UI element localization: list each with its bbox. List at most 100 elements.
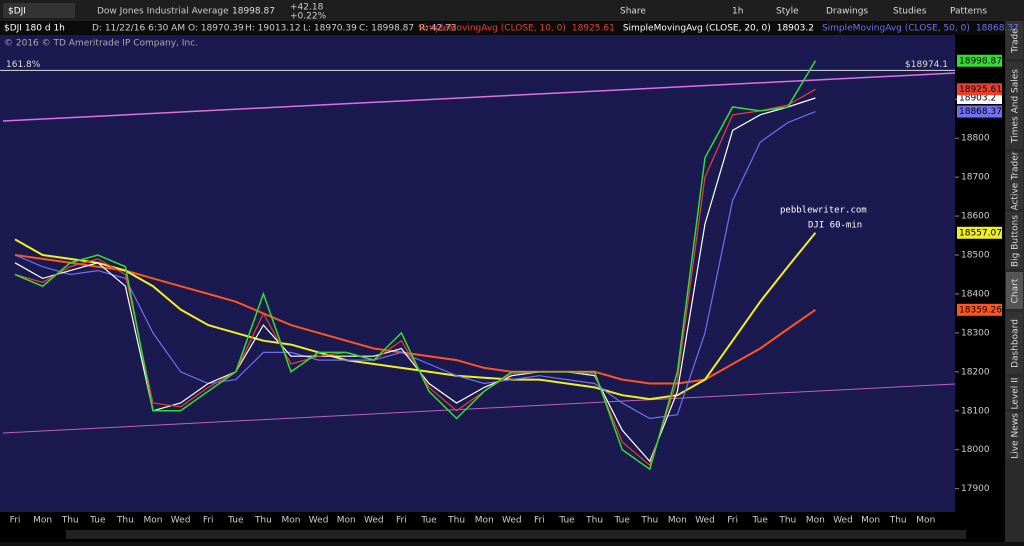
x-tick-label: Wed xyxy=(502,516,522,526)
low: L: 18970.39 xyxy=(303,24,357,34)
toolbar-button[interactable]: Patterns xyxy=(950,7,987,17)
sidebar-tab[interactable] xyxy=(1006,312,1023,374)
sidebar-label: Level II xyxy=(1011,378,1021,410)
x-tick-label: Tue xyxy=(558,516,575,526)
legend-value: 18925.61 xyxy=(572,24,615,34)
x-tick-label: Mon xyxy=(33,516,52,526)
study: $DJI 180 d 1h xyxy=(4,24,65,34)
x-tick-label: Thu xyxy=(640,516,658,526)
x-tick-label: Tue xyxy=(752,516,769,526)
x-tick-label: Tue xyxy=(614,516,631,526)
x-tick-label: Tue xyxy=(89,516,106,526)
trend-line xyxy=(2,72,956,122)
x-tick-label: Thu xyxy=(585,516,603,526)
series-line xyxy=(14,60,817,471)
x-tick-label: Fri xyxy=(10,516,21,526)
axis-value: 18359.26 xyxy=(959,305,1002,315)
close: C: 18998.87 xyxy=(359,24,414,34)
y-tick-label: 18200 xyxy=(961,367,990,377)
fib-label: 161.8% xyxy=(6,60,41,70)
axis-value-box xyxy=(957,105,1002,118)
x-tick-label: Wed xyxy=(309,516,329,526)
x-tick-label: Thu xyxy=(889,516,907,526)
x-tick-label: Fri xyxy=(203,516,214,526)
trend-line xyxy=(2,383,956,434)
scrollbar[interactable] xyxy=(66,530,966,539)
sidebar-label: Trade xyxy=(1011,28,1021,54)
open: O: 18970.39 xyxy=(188,24,244,34)
x-tick-label: Fri xyxy=(534,516,545,526)
series-line xyxy=(14,88,816,467)
x-tick-label: Thu xyxy=(778,516,796,526)
x-tick-label: Mon xyxy=(282,516,301,526)
axis-value: 18557.07 xyxy=(959,228,1002,238)
x-tick-label: Mon xyxy=(861,516,880,526)
y-tick-label: 18800 xyxy=(961,134,990,144)
fib-value: $18974.1 xyxy=(905,60,948,70)
sidebar-label: Big Buttons xyxy=(1011,215,1021,267)
toolbar-button[interactable]: Drawings xyxy=(826,7,868,17)
change-pct: +0.22% xyxy=(290,12,327,22)
x-tick-label: Wed xyxy=(695,516,715,526)
sidebar-tab[interactable] xyxy=(1006,412,1023,459)
sidebar-label: Times And Sales xyxy=(1011,69,1021,144)
axis-value-box xyxy=(957,83,1002,96)
x-tick-label: Mon xyxy=(337,516,356,526)
axis-value: 18925.61 xyxy=(959,85,1002,95)
last-price: 18998.87 xyxy=(232,7,275,17)
toolbar xyxy=(0,0,1024,21)
x-tick-label: Mon xyxy=(475,516,494,526)
sidebar-tab[interactable] xyxy=(1006,62,1023,149)
x-tick-label: Wed xyxy=(171,516,191,526)
axis-value: 18998.87 xyxy=(959,56,1002,66)
sidebar-tab[interactable] xyxy=(1006,377,1023,409)
x-tick-label: Wed xyxy=(364,516,384,526)
y-tick-label: 18400 xyxy=(961,289,990,299)
axis-value-box xyxy=(957,54,1002,67)
symbol: $DJI xyxy=(8,7,26,17)
series-line xyxy=(14,111,816,420)
symbol-box[interactable] xyxy=(3,3,75,18)
plot xyxy=(0,35,955,512)
high: H: 19013.12 xyxy=(245,24,301,34)
toolbar-button[interactable]: Share xyxy=(620,7,646,17)
x-tick-label: Mon xyxy=(806,516,825,526)
y-tick-label: 18600 xyxy=(961,212,990,222)
sidebar-tab[interactable] xyxy=(1006,152,1023,209)
sidebar-tab[interactable] xyxy=(1006,272,1023,309)
y-tick-label: 18100 xyxy=(961,406,990,416)
change: +42.18 xyxy=(290,3,324,13)
info-bar xyxy=(0,21,1005,35)
x-tick-label: Thu xyxy=(254,516,272,526)
axis-value-box xyxy=(957,303,1002,316)
sidebar-label: Live News xyxy=(1011,413,1021,459)
y-tick-label: 17900 xyxy=(961,484,990,494)
date: D: 11/22/16 6:30 AM xyxy=(92,24,185,34)
copyright: © 2016 © TD Ameritrade IP Company, Inc. xyxy=(4,39,198,49)
toolbar-button[interactable]: Style xyxy=(776,7,799,17)
legend-value: 18868.37 xyxy=(976,24,1019,34)
x-tick-label: Thu xyxy=(447,516,465,526)
x-tick-label: Fri xyxy=(727,516,738,526)
sidebar-tab[interactable] xyxy=(1006,21,1023,59)
sidebar-label: Dashboard xyxy=(1011,319,1021,368)
legend-name: SimpleMovingAvg (CLOSE, 20, 0) xyxy=(623,24,771,34)
y-tick-label: 18000 xyxy=(961,445,990,455)
x-tick-label: Mon xyxy=(144,516,163,526)
x-tick-label: Tue xyxy=(227,516,244,526)
x-tick-label: Thu xyxy=(116,516,134,526)
x-tick-label: Tue xyxy=(420,516,437,526)
series-line xyxy=(14,254,816,385)
x-tick-label: Mon xyxy=(916,516,935,526)
symbol-name: Dow Jones Industrial Average xyxy=(97,7,229,17)
sidebar-tab[interactable] xyxy=(1006,212,1023,269)
axis-value: 18903.2 xyxy=(959,94,996,104)
series-line xyxy=(14,232,817,401)
legend-name: SimpleMovingAvg (CLOSE, 50, 0) xyxy=(822,24,970,34)
axis-value: 18868.37 xyxy=(959,107,1002,117)
x-tick-label: Thu xyxy=(61,516,79,526)
legend-value: 18903.2 xyxy=(777,24,814,34)
toolbar-button[interactable]: 1h xyxy=(732,7,743,17)
range: R: 42.73 xyxy=(419,24,457,34)
toolbar-button[interactable]: Studies xyxy=(893,7,927,17)
